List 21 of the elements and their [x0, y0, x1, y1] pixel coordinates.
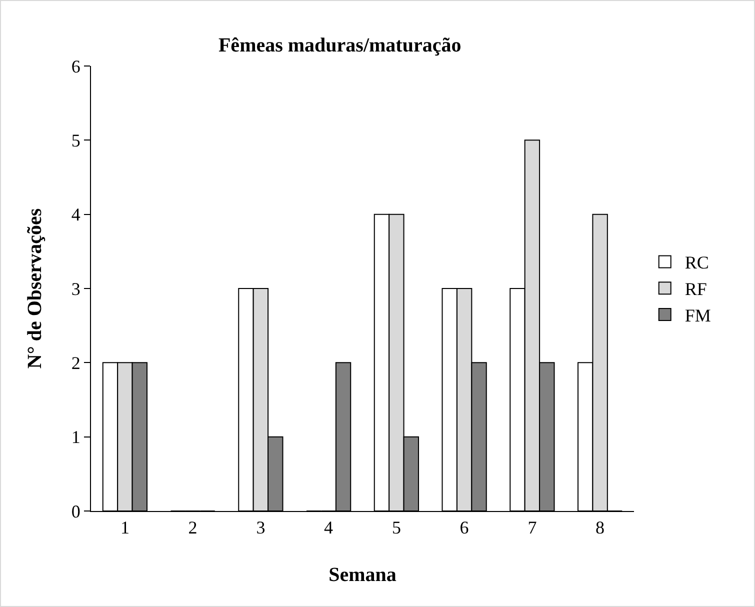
y-tick-label: 5 — [71, 130, 80, 150]
x-tick-label: 7 — [528, 518, 537, 538]
y-tick-label: 3 — [71, 278, 80, 299]
legend-label: FM — [684, 306, 711, 326]
x-tick-label: 1 — [120, 518, 130, 538]
legend-label: RF — [684, 279, 707, 300]
x-axis-title: Semana — [328, 564, 396, 586]
x-tick-label: 8 — [596, 518, 605, 538]
x-tick-label: 6 — [460, 518, 469, 538]
x-tick-label: 4 — [324, 518, 334, 538]
y-axis-title: N° de Observações — [24, 208, 46, 369]
x-tick-label: 3 — [256, 518, 266, 538]
x-tick-label: 5 — [392, 518, 401, 538]
y-tick-label: 6 — [71, 56, 80, 76]
y-tick-label: 4 — [71, 204, 80, 225]
y-tick-label: 1 — [71, 427, 80, 448]
chart-title: Fêmeas maduras/maturação — [218, 34, 462, 56]
x-tick-label: 2 — [188, 518, 198, 538]
legend-label: RC — [684, 252, 709, 273]
y-tick-label: 2 — [71, 352, 80, 373]
y-tick-label: 0 — [71, 501, 80, 522]
